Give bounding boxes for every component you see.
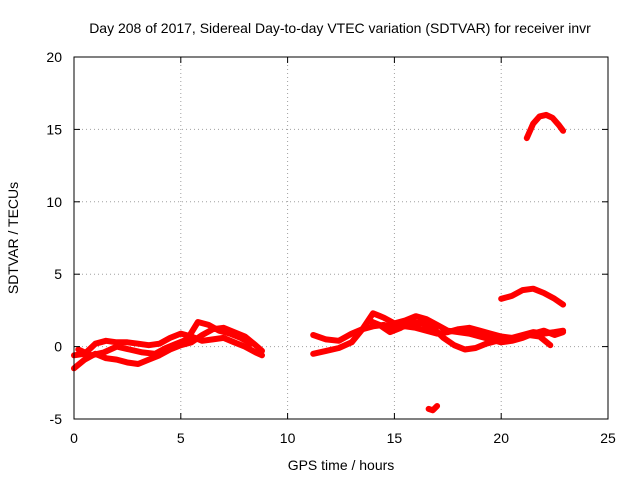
x-axis-label: GPS time / hours bbox=[288, 457, 395, 473]
x-tick-label: 20 bbox=[493, 430, 509, 446]
x-tick-label: 15 bbox=[387, 430, 403, 446]
y-tick-label: 20 bbox=[46, 49, 62, 65]
x-tick-label: 25 bbox=[600, 430, 616, 446]
y-tick-label: 0 bbox=[54, 339, 62, 355]
series-band-c bbox=[75, 319, 255, 359]
series-arc-upper bbox=[523, 111, 567, 142]
y-tick-label: -5 bbox=[50, 411, 63, 427]
x-tick-labels: 0 5 10 15 20 25 bbox=[70, 430, 616, 446]
x-tick-label: 5 bbox=[177, 430, 185, 446]
x-tick-label: 10 bbox=[280, 430, 296, 446]
data-series bbox=[71, 111, 567, 414]
series-outlier bbox=[425, 403, 441, 414]
axis-ticks bbox=[73, 56, 609, 420]
y-tick-label: 10 bbox=[46, 194, 62, 210]
grid-lines bbox=[74, 57, 608, 419]
y-tick-label: 15 bbox=[46, 121, 62, 137]
series-band-a bbox=[71, 330, 265, 359]
series-band-f bbox=[365, 317, 554, 353]
x-tick-label: 0 bbox=[70, 430, 78, 446]
y-axis-label: SDTVAR / TECUs bbox=[5, 182, 21, 294]
series-arc-middle bbox=[498, 285, 567, 308]
chart-title: Day 208 of 2017, Sidereal Day-to-day VTE… bbox=[89, 20, 591, 36]
plot-frame bbox=[73, 56, 609, 420]
y-tick-labels: -5 0 5 10 15 20 bbox=[46, 49, 62, 427]
y-tick-label: 5 bbox=[54, 266, 62, 282]
